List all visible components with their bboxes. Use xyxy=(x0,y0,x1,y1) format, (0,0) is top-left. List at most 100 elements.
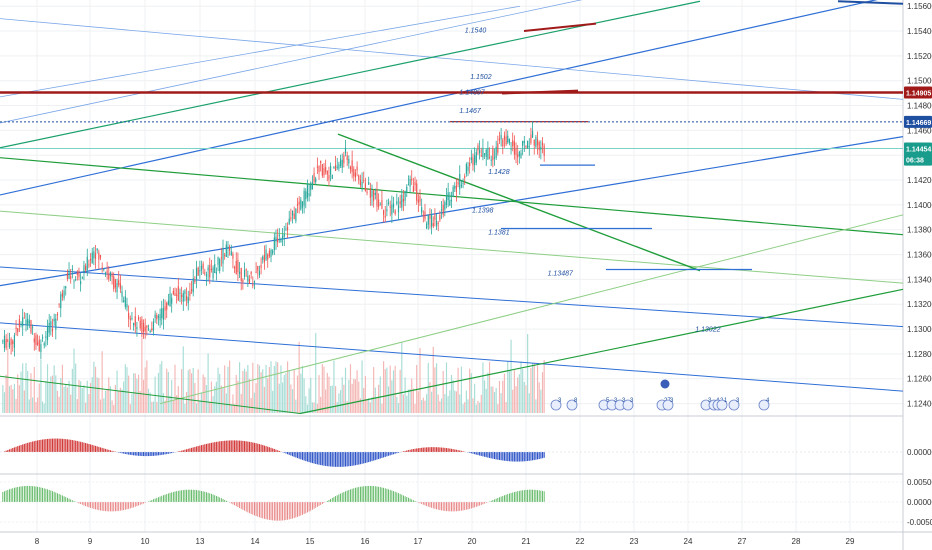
flag-label: 3 xyxy=(670,398,674,404)
candle-body xyxy=(346,155,348,160)
event-flag[interactable]: 3 xyxy=(622,398,634,411)
volume-bar xyxy=(344,367,347,413)
volume-bar xyxy=(290,384,292,413)
candle-body xyxy=(86,256,88,271)
volume-bar xyxy=(30,373,32,413)
volume-bar xyxy=(189,369,191,413)
price-tick-label: 1.13000 xyxy=(907,325,932,334)
candle-body xyxy=(13,335,15,348)
candle-body xyxy=(543,145,545,156)
price-annotation: 1.1398 xyxy=(472,207,494,214)
volume-bar xyxy=(184,403,186,413)
volume-bar xyxy=(460,366,462,413)
volume-bar xyxy=(50,376,52,413)
candle-body xyxy=(434,214,436,221)
candle-body xyxy=(85,265,87,271)
event-flag[interactable]: 3 xyxy=(550,398,562,411)
volume-bar xyxy=(353,378,355,413)
candle-body xyxy=(391,204,393,215)
candle-body xyxy=(262,256,264,260)
event-markers[interactable]: 385333273342134 xyxy=(550,379,770,411)
candle-body xyxy=(268,250,270,257)
candle-body xyxy=(73,280,75,282)
candle-body xyxy=(389,206,391,208)
volume-bar xyxy=(219,373,221,413)
volume-bar xyxy=(78,379,80,413)
candle-body xyxy=(321,164,323,176)
volume-bar xyxy=(252,362,254,413)
candle-body xyxy=(94,253,97,259)
candle-body xyxy=(240,267,242,281)
candle-body xyxy=(124,296,126,307)
candle-body xyxy=(374,192,376,195)
volume-bar xyxy=(71,368,73,413)
candle-body xyxy=(81,277,83,279)
time-tick-label: 27 xyxy=(738,537,747,546)
candle-body xyxy=(3,335,6,348)
volume-bar xyxy=(280,365,282,413)
candle-body xyxy=(351,160,353,173)
volume-bar xyxy=(369,402,371,413)
volume-bar xyxy=(51,375,54,413)
volume-bar xyxy=(490,386,492,413)
volume-bar xyxy=(169,395,171,413)
event-flag[interactable]: 3 xyxy=(606,398,618,411)
candle-body xyxy=(184,290,186,294)
candle-body xyxy=(174,293,176,297)
price-axis[interactable]: 1.15600 1.15400 1.15200 1.15000 1.14800 1.146… xyxy=(907,2,932,408)
volume-bar xyxy=(454,390,456,413)
volume-bar xyxy=(240,393,242,413)
green-line-light-ascending xyxy=(159,214,904,405)
volume-bar xyxy=(278,383,280,413)
volume-bar xyxy=(17,374,19,413)
volume-bar xyxy=(197,369,199,413)
flag-circle xyxy=(716,399,728,411)
volume-bar xyxy=(520,361,522,413)
event-flag[interactable]: 1 xyxy=(716,398,728,411)
candle-body xyxy=(131,318,133,320)
candle-body xyxy=(119,283,121,289)
candle-body xyxy=(295,209,297,222)
volume-bar xyxy=(94,366,97,413)
volume-bar xyxy=(106,388,108,413)
candle-body xyxy=(243,269,246,277)
candle-body xyxy=(167,300,169,305)
volume-bar xyxy=(477,400,479,413)
volume-bar xyxy=(359,398,361,413)
candle-body xyxy=(151,328,153,331)
volume-bar xyxy=(32,397,34,413)
candle-body xyxy=(472,157,474,166)
time-tick-label: 24 xyxy=(684,537,693,546)
volume-bar xyxy=(152,401,155,413)
event-flag[interactable]: 8 xyxy=(566,398,578,411)
candle-body xyxy=(108,273,110,280)
candle-body xyxy=(353,168,355,177)
volume-bar xyxy=(187,370,189,413)
volume-bar xyxy=(22,363,24,413)
volume-bar xyxy=(250,398,252,413)
volume-bar xyxy=(2,385,4,413)
candle-body xyxy=(422,214,424,216)
candle-body xyxy=(392,203,395,208)
volume-bar xyxy=(60,378,62,413)
candle-body xyxy=(25,319,27,325)
event-flag[interactable]: 4 xyxy=(758,398,770,411)
volume-bar xyxy=(419,348,421,413)
candle-body xyxy=(245,269,247,271)
volume-bar xyxy=(27,370,29,413)
candle-body xyxy=(505,136,507,145)
time-axis[interactable]: 8 9 10 13 14 15 16 17 20 21 22 23 24 27 28 29 xyxy=(35,537,855,546)
event-flag[interactable]: 3 xyxy=(728,398,740,411)
volume-bar xyxy=(149,392,151,413)
volume-bar xyxy=(217,367,219,413)
candle-body xyxy=(219,259,221,271)
volume-bar xyxy=(325,389,327,413)
volume-bar xyxy=(488,361,491,413)
candle-body xyxy=(89,258,92,261)
volume-bar xyxy=(157,372,160,413)
event-flag[interactable]: 3 xyxy=(662,398,674,411)
candle-body xyxy=(313,173,315,183)
trend-lines[interactable] xyxy=(0,0,904,415)
